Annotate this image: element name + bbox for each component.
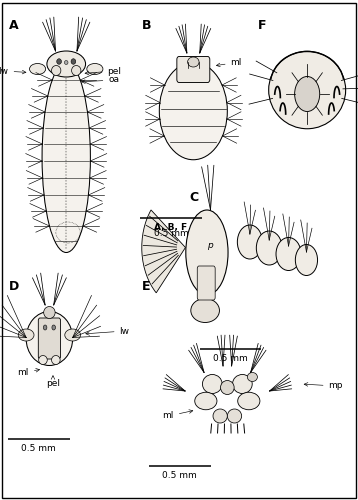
Text: 0.5 mm: 0.5 mm bbox=[21, 444, 56, 453]
Ellipse shape bbox=[195, 392, 217, 410]
Text: lw: lw bbox=[0, 66, 26, 76]
Ellipse shape bbox=[186, 210, 228, 295]
Ellipse shape bbox=[213, 409, 227, 423]
Text: ml: ml bbox=[18, 368, 39, 377]
Ellipse shape bbox=[247, 372, 257, 382]
Ellipse shape bbox=[295, 244, 318, 276]
Ellipse shape bbox=[256, 231, 282, 265]
Ellipse shape bbox=[188, 57, 199, 67]
Ellipse shape bbox=[26, 312, 73, 366]
Ellipse shape bbox=[57, 58, 62, 64]
Ellipse shape bbox=[52, 66, 61, 76]
Ellipse shape bbox=[65, 329, 81, 341]
Text: ml: ml bbox=[163, 410, 193, 420]
Ellipse shape bbox=[233, 374, 252, 394]
Text: C: C bbox=[190, 191, 199, 204]
Ellipse shape bbox=[72, 66, 81, 76]
Ellipse shape bbox=[71, 58, 76, 64]
Text: 0.5 mm: 0.5 mm bbox=[213, 354, 248, 363]
Ellipse shape bbox=[52, 356, 60, 364]
Ellipse shape bbox=[268, 52, 346, 128]
Text: mp: mp bbox=[304, 382, 343, 390]
Wedge shape bbox=[142, 210, 185, 293]
Ellipse shape bbox=[52, 325, 55, 330]
Text: oa: oa bbox=[82, 76, 119, 84]
Ellipse shape bbox=[18, 329, 34, 341]
Ellipse shape bbox=[203, 374, 222, 394]
Text: ml: ml bbox=[217, 58, 242, 67]
Ellipse shape bbox=[237, 225, 262, 259]
Text: pel: pel bbox=[85, 66, 122, 76]
Ellipse shape bbox=[64, 60, 68, 64]
Ellipse shape bbox=[42, 62, 91, 252]
FancyBboxPatch shape bbox=[197, 266, 215, 300]
Text: D: D bbox=[9, 280, 19, 293]
Ellipse shape bbox=[238, 392, 260, 410]
Ellipse shape bbox=[191, 298, 219, 322]
Text: A: A bbox=[9, 19, 19, 32]
Text: A, B, F: A, B, F bbox=[154, 222, 188, 232]
Text: F: F bbox=[258, 19, 266, 32]
Text: p: p bbox=[207, 240, 212, 250]
FancyBboxPatch shape bbox=[38, 318, 61, 359]
Ellipse shape bbox=[43, 325, 47, 330]
Ellipse shape bbox=[47, 51, 86, 77]
Text: B: B bbox=[141, 19, 151, 32]
Text: lw: lw bbox=[86, 326, 130, 336]
Ellipse shape bbox=[87, 64, 103, 74]
Ellipse shape bbox=[44, 306, 55, 318]
Text: pel: pel bbox=[46, 376, 60, 388]
Circle shape bbox=[295, 76, 320, 112]
Ellipse shape bbox=[276, 238, 301, 270]
Text: E: E bbox=[141, 280, 150, 293]
Ellipse shape bbox=[221, 380, 234, 394]
Ellipse shape bbox=[159, 62, 227, 160]
Text: 0.5 mm: 0.5 mm bbox=[154, 228, 188, 237]
Ellipse shape bbox=[29, 64, 46, 74]
FancyBboxPatch shape bbox=[177, 56, 210, 82]
Ellipse shape bbox=[39, 356, 47, 364]
Ellipse shape bbox=[227, 409, 242, 423]
Text: 0.5 mm: 0.5 mm bbox=[162, 471, 197, 480]
